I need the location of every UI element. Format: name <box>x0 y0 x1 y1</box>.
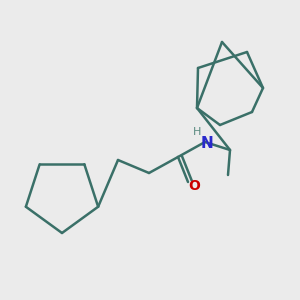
Text: O: O <box>188 179 200 193</box>
Text: H: H <box>193 127 201 137</box>
Text: N: N <box>201 136 213 152</box>
